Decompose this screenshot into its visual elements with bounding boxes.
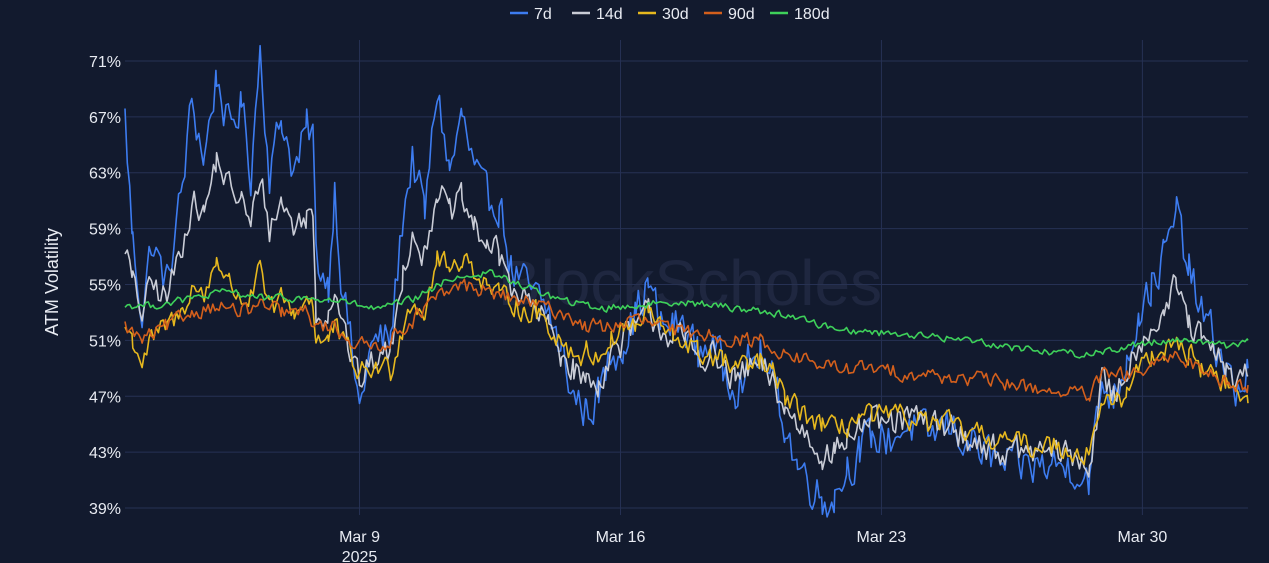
legend: 7d 14d 30d 90d 180d bbox=[510, 6, 830, 23]
x-axis-ticks: Mar 9 2025 Mar 16 Mar 23 Mar 30 bbox=[339, 529, 1167, 563]
y-tick-label: 51% bbox=[89, 333, 121, 350]
series-line-30d bbox=[124, 250, 1249, 466]
y-tick-label: 59% bbox=[89, 222, 121, 239]
y-tick-label: 39% bbox=[89, 501, 121, 518]
y-tick-label: 63% bbox=[89, 166, 121, 183]
y-axis-title: ATM Volatility bbox=[42, 228, 62, 336]
x-tick-label: Mar 16 bbox=[596, 529, 646, 546]
x-tick-label: Mar 9 bbox=[339, 529, 380, 546]
x-tick-label: Mar 23 bbox=[857, 529, 907, 546]
x-tick-sublabel: 2025 bbox=[342, 549, 378, 563]
legend-item-14d[interactable]: 14d bbox=[596, 6, 623, 23]
legend-item-7d[interactable]: 7d bbox=[534, 6, 552, 23]
legend-item-180d[interactable]: 180d bbox=[794, 6, 830, 23]
series-lines bbox=[124, 44, 1249, 518]
legend-item-30d[interactable]: 30d bbox=[662, 6, 689, 23]
x-tick-label: Mar 30 bbox=[1117, 529, 1167, 546]
series-line-90d bbox=[124, 278, 1249, 402]
grid bbox=[125, 40, 1248, 515]
y-tick-label: 43% bbox=[89, 445, 121, 462]
y-tick-label: 55% bbox=[89, 277, 121, 294]
y-axis-ticks: 39% 43% 47% 51% 55% 59% 63% 67% 71% bbox=[89, 54, 121, 518]
series-line-7d bbox=[124, 44, 1249, 518]
watermark: BlockScholes bbox=[498, 247, 882, 319]
y-tick-label: 47% bbox=[89, 389, 121, 406]
y-tick-label: 71% bbox=[89, 54, 121, 71]
legend-item-90d[interactable]: 90d bbox=[728, 6, 755, 23]
series-line-14d bbox=[124, 151, 1249, 478]
y-tick-label: 67% bbox=[89, 110, 121, 127]
series-line-180d bbox=[124, 269, 1249, 359]
